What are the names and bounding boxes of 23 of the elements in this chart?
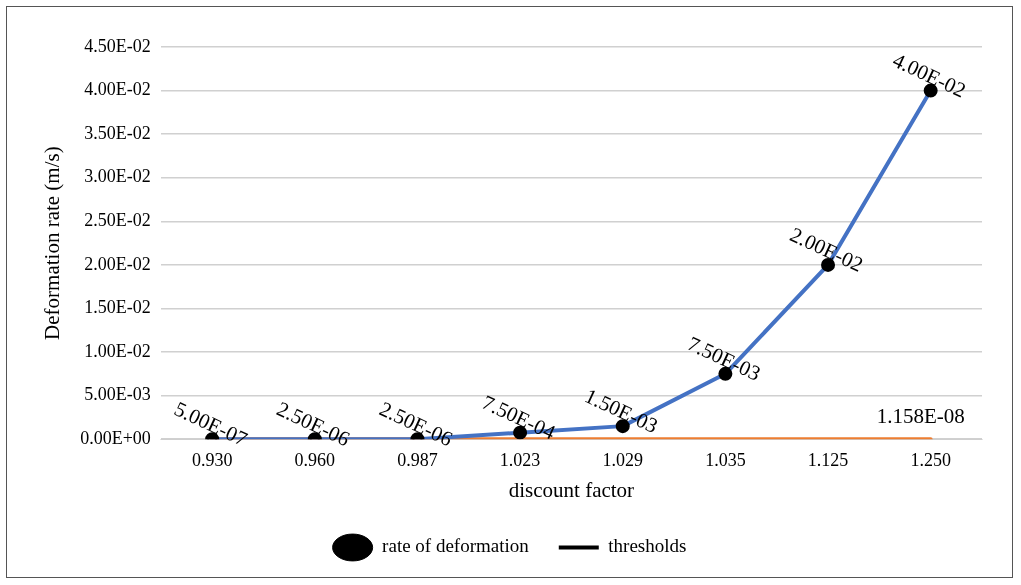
legend-label: thresholds bbox=[608, 535, 687, 557]
x-tick-label: 1.250 bbox=[910, 449, 951, 470]
x-tick-label: 1.125 bbox=[807, 449, 849, 470]
data-label: 1.158E-08 bbox=[876, 403, 965, 428]
x-tick-label: 0.960 bbox=[294, 449, 336, 470]
y-tick-label: 4.00E-02 bbox=[84, 79, 151, 100]
x-axis-title: discount factor bbox=[508, 477, 635, 502]
y-tick-label: 3.00E-02 bbox=[84, 166, 151, 187]
x-tick-label: 1.023 bbox=[499, 449, 541, 470]
x-tick-label: 0.987 bbox=[397, 449, 438, 470]
y-tick-label: 4.50E-02 bbox=[84, 35, 151, 56]
x-tick-label: 0.930 bbox=[191, 449, 233, 470]
legend-label: rate of deformation bbox=[382, 535, 530, 557]
y-tick-label: 5.00E-03 bbox=[84, 384, 151, 405]
y-axis-title: Deformation rate (m/s) bbox=[40, 146, 65, 340]
y-tick-label: 2.50E-02 bbox=[84, 210, 151, 231]
y-tick-label: 1.50E-02 bbox=[84, 297, 151, 318]
x-tick-label: 1.029 bbox=[602, 449, 643, 470]
y-tick-label: 2.00E-02 bbox=[84, 253, 151, 274]
y-tick-label: 1.00E-02 bbox=[84, 340, 151, 361]
x-tick-label: 1.035 bbox=[705, 449, 746, 470]
y-tick-label: 3.50E-02 bbox=[84, 122, 151, 143]
y-tick-label: 0.00E+00 bbox=[80, 427, 151, 448]
